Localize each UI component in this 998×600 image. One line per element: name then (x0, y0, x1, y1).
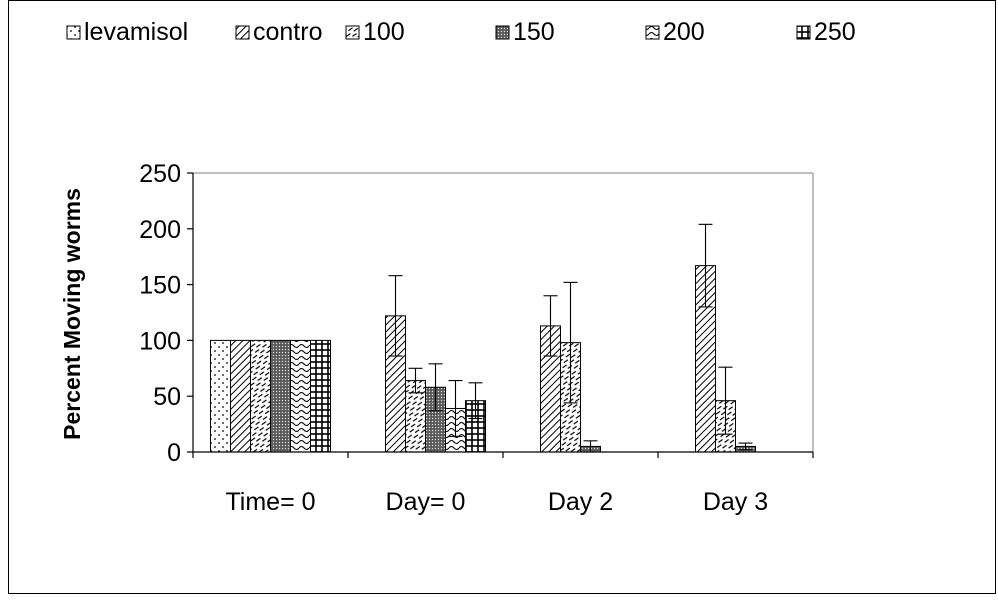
legend-label-150: 150 (513, 18, 555, 46)
bars (210, 265, 756, 453)
bar-100-0 (250, 339, 271, 453)
legend-label-200: 200 (663, 18, 705, 46)
bar-levamisol-0 (210, 339, 231, 453)
y-tick-label: 0 (167, 439, 181, 467)
x-tick-label: Day= 0 (386, 488, 466, 516)
legend-swatch-150 (495, 25, 510, 40)
bar-contro-0 (230, 339, 251, 453)
chart-frame: levamisol contro 100 150 200 250 Percent Movi… (8, 0, 996, 594)
error-bars (388, 223, 753, 453)
legend-swatch-250 (796, 25, 811, 40)
y-tick-label: 50 (153, 383, 181, 411)
y-axis: 0 50 100 150 200 250 (139, 160, 814, 467)
legend-label-100: 100 (363, 18, 405, 46)
legend-label-250: 250 (814, 18, 856, 46)
y-tick-label: 200 (139, 216, 181, 244)
legend-swatch-contro (235, 25, 250, 40)
y-tick-label: 100 (139, 327, 181, 355)
x-tick-label: Day 2 (548, 488, 613, 516)
legend-label-levamisol: levamisol (84, 18, 188, 46)
legend: levamisol contro 100 150 200 250 (66, 18, 856, 46)
y-axis-label: Percent Moving worms (59, 188, 85, 440)
legend-swatch-levamisol (66, 25, 81, 40)
bar-200-0 (290, 339, 311, 453)
x-tick-label: Time= 0 (225, 488, 315, 516)
bar-250-0 (310, 339, 331, 453)
bar-chart: levamisol contro 100 150 200 250 Percent Movi… (59, 18, 856, 516)
y-tick-label: 150 (139, 272, 181, 300)
y-tick-label: 250 (139, 160, 181, 188)
x-axis: Time= 0 Day= 0 Day 2 Day 3 (192, 451, 814, 516)
legend-swatch-100 (345, 25, 360, 40)
bar-150-0 (270, 339, 291, 453)
x-tick-label: Day 3 (703, 488, 768, 516)
legend-label-contro: contro (253, 18, 322, 46)
legend-swatch-200 (645, 25, 660, 40)
